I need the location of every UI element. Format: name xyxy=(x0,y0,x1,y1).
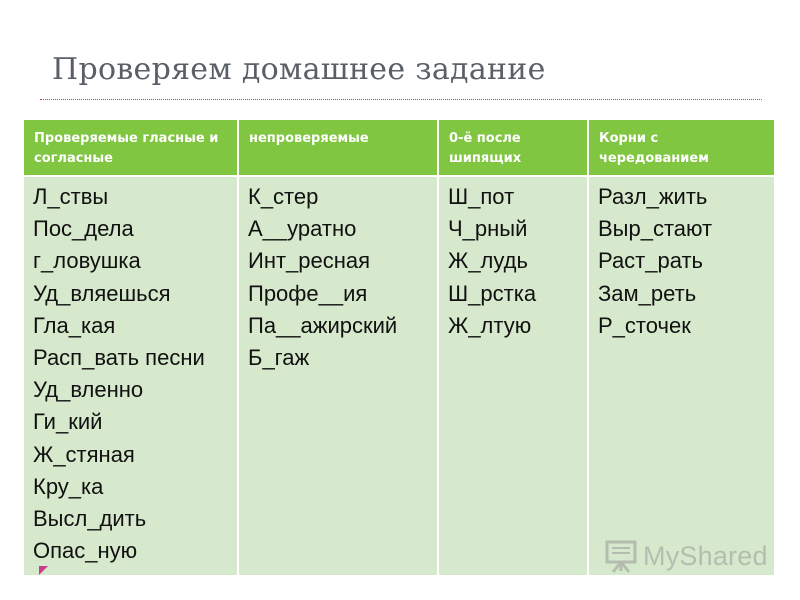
word-item: Р_сточек xyxy=(598,312,691,338)
word-item: г_ловушка xyxy=(33,248,141,274)
word-item: Профе__ия xyxy=(248,280,368,306)
cell-unchecked: К_стер А__уратно Инт_ресная Профе__ия Па__аж… xyxy=(238,175,439,575)
word-item: Б_гаж xyxy=(248,345,310,371)
word-item: Уд_вленно xyxy=(33,377,144,403)
cell-alternating-roots: Разл_жить Выр_стают Раст_рать Зам_реть Р_сто… xyxy=(588,175,774,575)
presentation-board-icon xyxy=(603,538,639,574)
slide-corner-arrow-icon xyxy=(39,566,48,575)
word-item: Ж_лтую xyxy=(448,312,532,338)
word-item: Инт_ресная xyxy=(248,248,371,274)
word-item: Ж_стяная xyxy=(33,441,135,467)
word-item: Ш_рстка xyxy=(448,280,537,306)
word-item: Раст_рать xyxy=(598,248,704,274)
word-item: А__уратно xyxy=(248,216,357,242)
word-item: Кру_ка xyxy=(33,473,104,499)
cell-checked-vowels: Л_ствы Пос_дела г_ловушка Уд_вляешься Гла_ка… xyxy=(24,175,239,575)
word-item: Л_ствы xyxy=(33,184,109,209)
table-header-row: Проверяемые гласные и согласные непровер… xyxy=(24,120,774,176)
word-item: Уд_вляешься xyxy=(33,280,171,306)
header-alternating-roots: Корни с чередованием xyxy=(588,120,774,176)
homework-table: Проверяемые гласные и согласные непровер… xyxy=(24,120,774,575)
word-item: К_стер xyxy=(248,184,319,209)
word-item: Ч_рный xyxy=(448,216,528,242)
header-checked-vowels: Проверяемые гласные и согласные xyxy=(24,120,239,176)
watermark-logo: MyShared xyxy=(603,536,768,576)
watermark-text: MyShared xyxy=(643,540,768,571)
slide-title: Проверяем домашнее задание xyxy=(52,52,546,87)
word-item: Па__ажирский xyxy=(248,312,398,338)
word-item: Гла_кая xyxy=(33,312,116,338)
word-item: Ж_лудь xyxy=(448,248,528,274)
table-body-row: Л_ствы Пос_дела г_ловушка Уд_вляешься Гла_ка… xyxy=(24,175,774,575)
word-item: Разл_жить xyxy=(598,184,708,209)
word-item: Опас_ную xyxy=(33,538,138,564)
word-item: Ш_пот xyxy=(448,184,515,209)
word-item: Расп_вать песни xyxy=(33,345,205,371)
header-o-yo-after-sibilants: 0-ё после шипящих xyxy=(438,120,589,176)
cell-o-yo-after-sibilants: Ш_пот Ч_рный Ж_лудь Ш_рстка Ж_лтую xyxy=(438,175,589,575)
word-item: Ги_кий xyxy=(33,409,103,435)
word-item: Высл_дить xyxy=(33,506,147,532)
word-item: Выр_стают xyxy=(598,216,713,242)
word-item: Пос_дела xyxy=(33,216,134,242)
word-item: Зам_реть xyxy=(598,280,697,306)
title-divider xyxy=(40,99,762,100)
header-unchecked: непроверяемые xyxy=(238,120,439,176)
